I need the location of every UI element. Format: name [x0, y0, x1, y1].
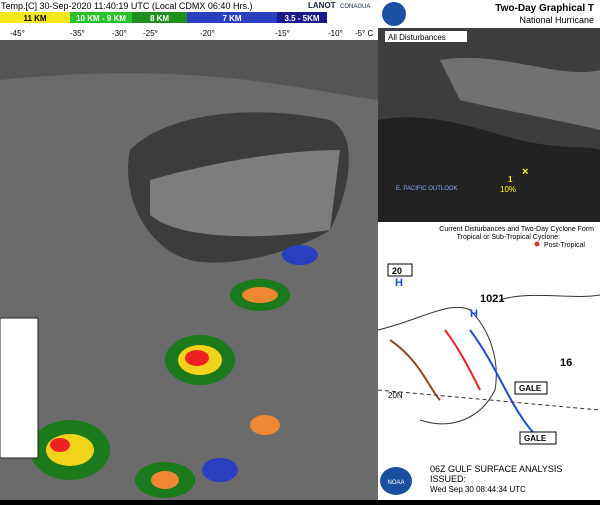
disturbance-chance: 10%: [500, 185, 516, 194]
height-label: 8 KM: [150, 14, 169, 23]
noaa-logo: [382, 2, 406, 26]
height-label: 3.5 - 5KM: [284, 14, 319, 23]
height-segment: [132, 12, 187, 23]
logo-text: NOAA: [387, 480, 404, 486]
warning: GALE: [519, 384, 542, 393]
latitude-label: 20N: [388, 391, 403, 400]
legend-title: Current Disturbances and Two-Day Cyclone…: [439, 226, 594, 233]
height-label: 7 KM: [222, 14, 241, 23]
pressure-label: 16: [560, 357, 572, 369]
temp-label: -25°: [143, 29, 158, 38]
disturbance-marker: ×: [522, 166, 528, 178]
coast: [377, 306, 497, 425]
satellite-title: Temp.[C] 30-Sep-2020 11:40:19 UTC (Local…: [1, 1, 252, 11]
legend-row: Tropical or Sub-Tropical Cyclone:: [457, 234, 560, 241]
temp-label: -15°: [275, 29, 290, 38]
tab[interactable]: [385, 31, 467, 42]
issued-time: Wed Sep 30 08:44:34 UTC: [430, 485, 526, 494]
front: [444, 329, 481, 391]
temp-label: -20°: [200, 29, 215, 38]
outlook-sea: [378, 117, 600, 222]
warning: GALE: [524, 434, 547, 443]
surface-title: 06Z GULF SURFACE ANALYSIS: [430, 464, 562, 474]
trough: [389, 339, 441, 401]
high-marker: H: [395, 277, 403, 289]
temp-label: -35°: [70, 29, 85, 38]
temp-bar: -45° -35° -30° -25° -20° -15° -10° -5° C: [10, 29, 374, 38]
pressure-label: 1021: [480, 293, 504, 305]
height-segment: [187, 12, 277, 23]
noaa-logo: [380, 467, 412, 495]
temp-label: -45°: [10, 29, 25, 38]
storm-cells: [30, 245, 318, 498]
inset: [0, 317, 39, 459]
surface-footer: [378, 462, 600, 500]
clouds: [150, 150, 340, 237]
outlook-legend: [378, 222, 600, 252]
temp-label: -5° C: [355, 29, 374, 38]
outlook-header: [378, 0, 600, 28]
latitude-line: [377, 389, 600, 411]
logo: LANOT: [308, 1, 336, 10]
label-box: [387, 263, 413, 277]
height-label: 10 KM - 9 KM: [76, 14, 126, 23]
disturbance-number: 1: [508, 175, 513, 184]
issued: ISSUED:: [430, 474, 466, 484]
temp-label: -30°: [112, 29, 127, 38]
box-label: 20: [392, 266, 402, 276]
surface-map: [378, 252, 600, 462]
warning-box: [519, 431, 557, 445]
height-segment: [70, 12, 132, 23]
outlook-clouds: [440, 57, 600, 130]
legend-symbol: [534, 241, 540, 247]
tab-label: All Disturbances: [388, 33, 446, 42]
height-segment: [0, 12, 70, 23]
warning-box: [514, 381, 548, 395]
height-bar: 11 KM 10 KM - 9 KM 8 KM 7 KM 3.5 - 5KM: [0, 12, 327, 23]
height-segment: [277, 12, 327, 23]
region-label: E. PACIFIC OUTLOOK: [396, 186, 458, 192]
temp-label: -10°: [328, 29, 343, 38]
outlook-subtitle: National Hurricane: [519, 15, 594, 25]
coast: [499, 294, 600, 301]
outlook-title: Two-Day Graphical T: [495, 3, 594, 14]
front: [469, 329, 541, 441]
logo: CONAGUA: [340, 4, 370, 10]
height-label: 11 KM: [23, 14, 46, 23]
legend-item: Post-Tropical: [544, 242, 585, 249]
high-marker: H: [470, 308, 478, 320]
land: [0, 40, 378, 100]
